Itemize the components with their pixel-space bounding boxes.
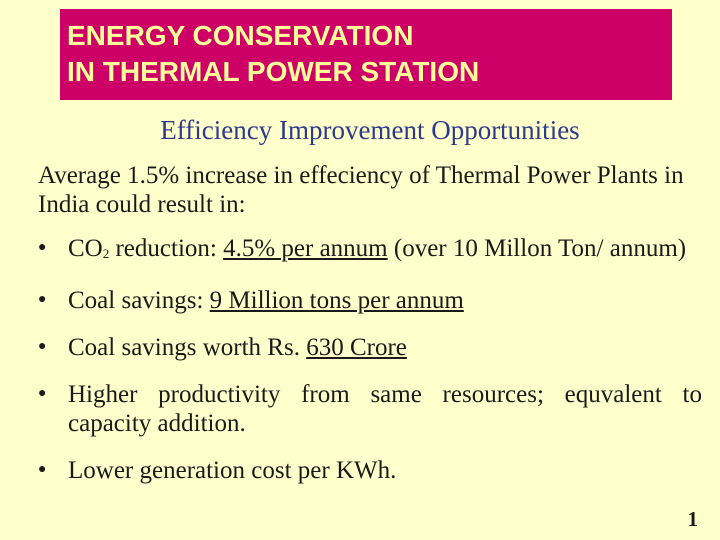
slide-title-banner: ENERGY CONSERVATION IN THERMAL POWER STA… [60,9,672,100]
slide-title-line-2: IN THERMAL POWER STATION [67,56,480,87]
productivity-text: Higher productivity from same resources;… [68,381,702,437]
bullet-list: ● CO2 reduction: 4.5% per annum (over 10 … [38,234,702,485]
bullet-dot-icon: ● [38,462,47,477]
bullet-co2-reduction: ● CO2 reduction: 4.5% per annum (over 10 … [38,234,702,268]
co2-text: CO [68,235,103,262]
coal-worth-label: Coal savings worth Rs. [68,334,307,361]
coal-savings-value: 9 Million tons per annum [209,287,464,314]
coal-worth-value: 630 Crore [306,334,407,361]
slide-title-line-1: ENERGY CONSERVATION [67,20,414,51]
bullet-dot-icon: ● [38,292,47,307]
slide-subtitle: Efficiency Improvement Opportunities [160,115,580,145]
page-number: 1 [687,507,699,531]
co2-reduction-note: (over 10 Millon Ton/ annum) [387,235,687,262]
co2-reduction-value: 4.5% per annum [223,235,388,262]
bullet-higher-productivity: ● Higher productivity from same resources… [38,380,702,438]
bullet-coal-savings-tons: ● Coal savings: 9 Million tons per annum [38,286,702,315]
co2-reduction-label: reduction: [109,235,224,262]
generation-cost-text: Lower generation cost per KWh. [68,457,397,484]
coal-savings-label: Coal savings: [68,287,210,314]
bullet-dot-icon: ● [38,339,47,354]
bullet-lower-generation-cost: ● Lower generation cost per KWh. [38,456,702,485]
bullet-dot-icon: ● [38,386,47,401]
co2-subscript: 2 [102,246,110,261]
intro-paragraph: Average 1.5% increase in effeciency of T… [38,162,684,218]
bullet-coal-savings-worth: ● Coal savings worth Rs. 630 Crore [38,333,702,362]
bullet-dot-icon: ● [38,240,47,255]
